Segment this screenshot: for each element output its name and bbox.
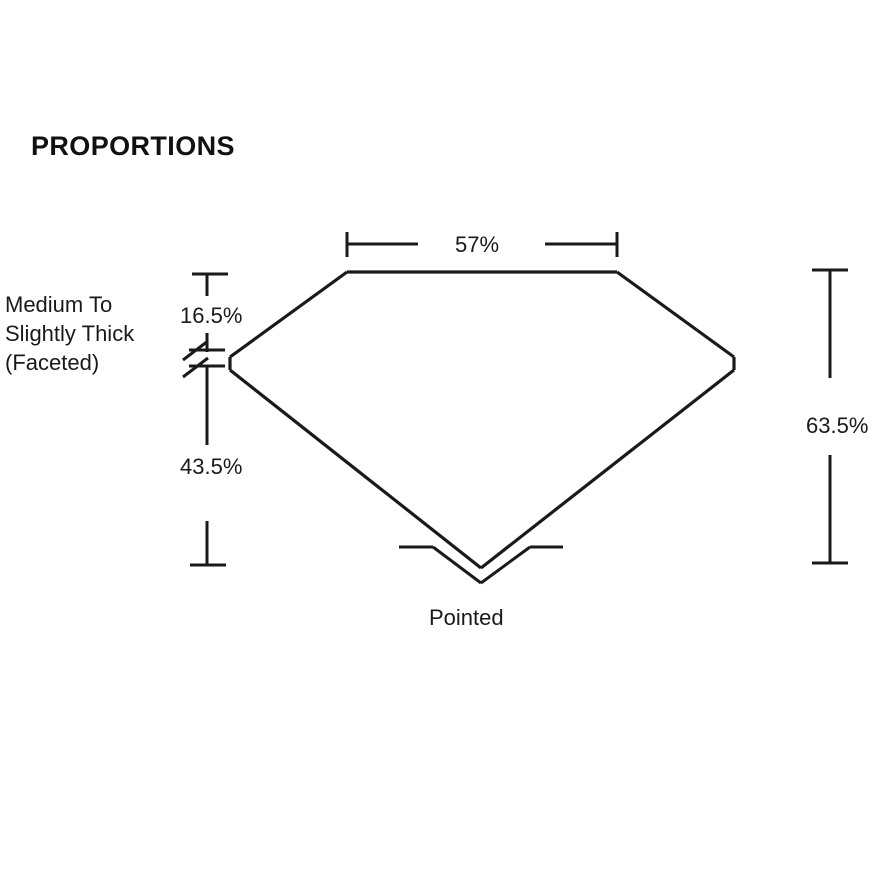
crown-facet-left (229, 270, 348, 359)
dimension-left-stack (182, 272, 228, 567)
stone-profile-outline (228, 270, 736, 570)
girdle-break-slash-upper (182, 339, 209, 362)
crown-facet-right (616, 270, 735, 359)
girdle-break-slash-lower (182, 356, 209, 379)
girdle-description-line-2: Slightly Thick (5, 321, 135, 347)
culet-leader-diag-left (432, 545, 482, 585)
dimension-table-width (345, 232, 619, 257)
pavilion-facet-left (229, 368, 482, 570)
culet-leader-diag-right (480, 545, 531, 585)
crown-height-label: 16.5% (180, 303, 243, 328)
culet-leader (399, 545, 563, 585)
culet-label: Pointed (429, 605, 504, 630)
table-width-label: 57% (455, 232, 500, 257)
pavilion-facet-right (480, 368, 735, 570)
girdle-description-line-1: Medium To (5, 292, 113, 317)
girdle-description-line-3: (Faceted) (5, 350, 100, 376)
page-title: PROPORTIONS (31, 131, 235, 161)
girdle-description-label: Medium To Slightly Thick (Faceted) (5, 290, 134, 377)
dimension-total-depth (812, 268, 848, 565)
pavilion-depth-label: 43.5% (180, 454, 243, 479)
total-depth-label: 63.5% (806, 413, 869, 438)
